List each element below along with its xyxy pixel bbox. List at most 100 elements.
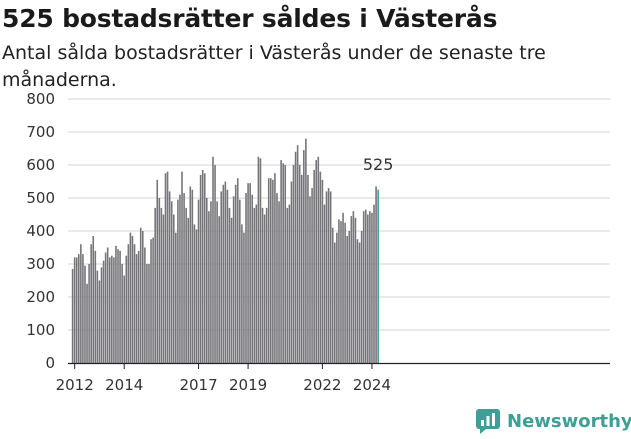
bar bbox=[253, 207, 256, 363]
bar bbox=[195, 229, 198, 363]
bar bbox=[158, 198, 161, 363]
bar bbox=[307, 174, 309, 363]
newsworthy-logo-icon bbox=[476, 409, 500, 434]
bar bbox=[86, 283, 88, 363]
x-tick-label: 2012 bbox=[56, 376, 94, 394]
bar bbox=[115, 245, 117, 363]
bar bbox=[172, 214, 175, 363]
bar bbox=[298, 165, 301, 363]
bar bbox=[251, 194, 254, 363]
bar bbox=[300, 174, 303, 363]
bar bbox=[255, 204, 258, 363]
bar bbox=[205, 198, 208, 363]
bar bbox=[148, 264, 150, 363]
bar bbox=[125, 255, 128, 363]
bar bbox=[239, 199, 241, 363]
bar bbox=[305, 138, 307, 363]
bar bbox=[290, 181, 293, 363]
bar bbox=[257, 156, 260, 363]
bar bbox=[278, 201, 280, 363]
bar bbox=[141, 231, 144, 363]
bar bbox=[294, 151, 297, 363]
bar bbox=[135, 254, 138, 363]
bar bbox=[102, 260, 105, 363]
bar bbox=[350, 216, 353, 363]
bar bbox=[175, 232, 177, 363]
bar bbox=[117, 249, 119, 363]
chart-title: 525 bostadsrätter såldes i Västerås bbox=[2, 4, 498, 33]
bar bbox=[317, 156, 320, 363]
bar bbox=[156, 179, 159, 363]
brand-logo[interactable]: Newsworthy bbox=[475, 406, 631, 436]
bar bbox=[338, 219, 340, 363]
bar bbox=[274, 173, 276, 363]
bar bbox=[191, 189, 194, 363]
y-tick-label: 600 bbox=[26, 156, 55, 174]
bar bbox=[313, 169, 315, 363]
bar bbox=[139, 227, 142, 363]
bar bbox=[228, 207, 231, 363]
bar bbox=[90, 244, 92, 363]
bar bbox=[272, 179, 274, 363]
bar bbox=[236, 178, 239, 363]
bar bbox=[224, 181, 227, 363]
bar bbox=[106, 247, 109, 363]
y-axis-ticks: 0 100 200 300 400 500 600 700 800 bbox=[26, 90, 55, 372]
bar bbox=[364, 209, 367, 363]
bar bbox=[247, 183, 249, 363]
bar bbox=[96, 270, 99, 363]
bar bbox=[259, 158, 262, 363]
bar bbox=[325, 191, 328, 363]
bar bbox=[276, 193, 278, 363]
brand-name: Newsworthy bbox=[507, 410, 631, 432]
bar bbox=[127, 244, 130, 363]
bar bbox=[358, 242, 361, 363]
bar bbox=[321, 179, 324, 363]
bar bbox=[104, 252, 107, 363]
bar bbox=[77, 254, 80, 363]
y-tick-label: 300 bbox=[26, 255, 55, 273]
bar bbox=[203, 173, 206, 363]
bar bbox=[311, 188, 313, 363]
latest-value-label: 525 bbox=[363, 155, 394, 174]
bar bbox=[230, 217, 233, 363]
bar bbox=[75, 257, 78, 363]
bar bbox=[144, 247, 146, 363]
bar bbox=[296, 145, 299, 363]
bar bbox=[82, 254, 84, 363]
bar bbox=[375, 186, 377, 363]
bar bbox=[319, 171, 322, 363]
bar bbox=[327, 188, 330, 363]
bar bbox=[352, 211, 355, 363]
bar bbox=[220, 191, 223, 363]
bar bbox=[336, 232, 338, 363]
y-tick-label: 400 bbox=[26, 222, 55, 240]
bar bbox=[185, 207, 187, 363]
bars bbox=[71, 138, 379, 363]
bar bbox=[329, 191, 332, 363]
bar bbox=[150, 239, 152, 363]
x-tick-label: 2019 bbox=[229, 376, 267, 394]
bar bbox=[346, 235, 348, 363]
bar bbox=[226, 189, 229, 363]
y-tick-label: 700 bbox=[26, 123, 55, 141]
bar bbox=[113, 257, 115, 363]
bar bbox=[265, 207, 268, 363]
bar bbox=[160, 207, 163, 363]
bar bbox=[123, 275, 126, 363]
bar bbox=[187, 217, 190, 363]
bar bbox=[222, 184, 225, 363]
bar bbox=[133, 244, 136, 363]
bar bbox=[282, 163, 284, 363]
bar bbox=[261, 207, 264, 363]
bar bbox=[371, 212, 373, 363]
bar bbox=[121, 264, 123, 363]
chart-subtitle: Antal sålda bostadsrätter i Västerås und… bbox=[2, 42, 546, 91]
y-tick-label: 0 bbox=[45, 354, 55, 372]
bar bbox=[179, 194, 181, 363]
x-tick-label: 2014 bbox=[105, 376, 143, 394]
bar bbox=[84, 265, 86, 363]
bar bbox=[189, 186, 192, 363]
bar bbox=[208, 211, 210, 363]
